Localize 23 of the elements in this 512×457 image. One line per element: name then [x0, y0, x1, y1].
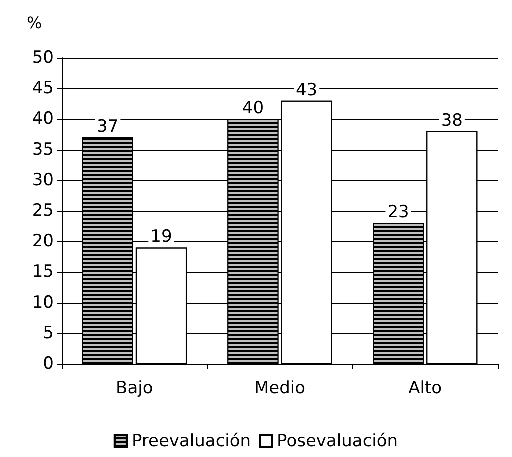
- y-axis-title: %: [27, 14, 42, 32]
- data-label: 19: [150, 227, 172, 248]
- legend-label: Preevaluación: [132, 432, 252, 452]
- y-tick-label: 25: [32, 201, 54, 221]
- y-tick-label: 30: [32, 170, 54, 190]
- data-label: 23: [388, 202, 410, 223]
- y-tick-label: 10: [32, 292, 54, 313]
- y-tick-label: 45: [32, 78, 54, 99]
- data-label: 38: [441, 110, 463, 131]
- y-tick-label: 20: [32, 232, 54, 252]
- x-tick-label: Bajo: [116, 378, 154, 398]
- y-tick-label: 40: [32, 109, 54, 130]
- data-label: 37: [97, 117, 119, 138]
- y-tick-label: 15: [32, 262, 54, 282]
- y-tick-label: 35: [32, 140, 54, 160]
- data-label: 40: [242, 98, 264, 119]
- y-tick-label: 5: [43, 323, 54, 344]
- x-tick-label: Alto: [408, 378, 442, 398]
- y-tick-label: 0: [43, 354, 54, 374]
- data-label: 43: [296, 80, 318, 100]
- y-tick-label: 50: [32, 48, 54, 68]
- legend-label: Posevaluación: [277, 432, 398, 452]
- x-tick-label: Medio: [254, 378, 306, 398]
